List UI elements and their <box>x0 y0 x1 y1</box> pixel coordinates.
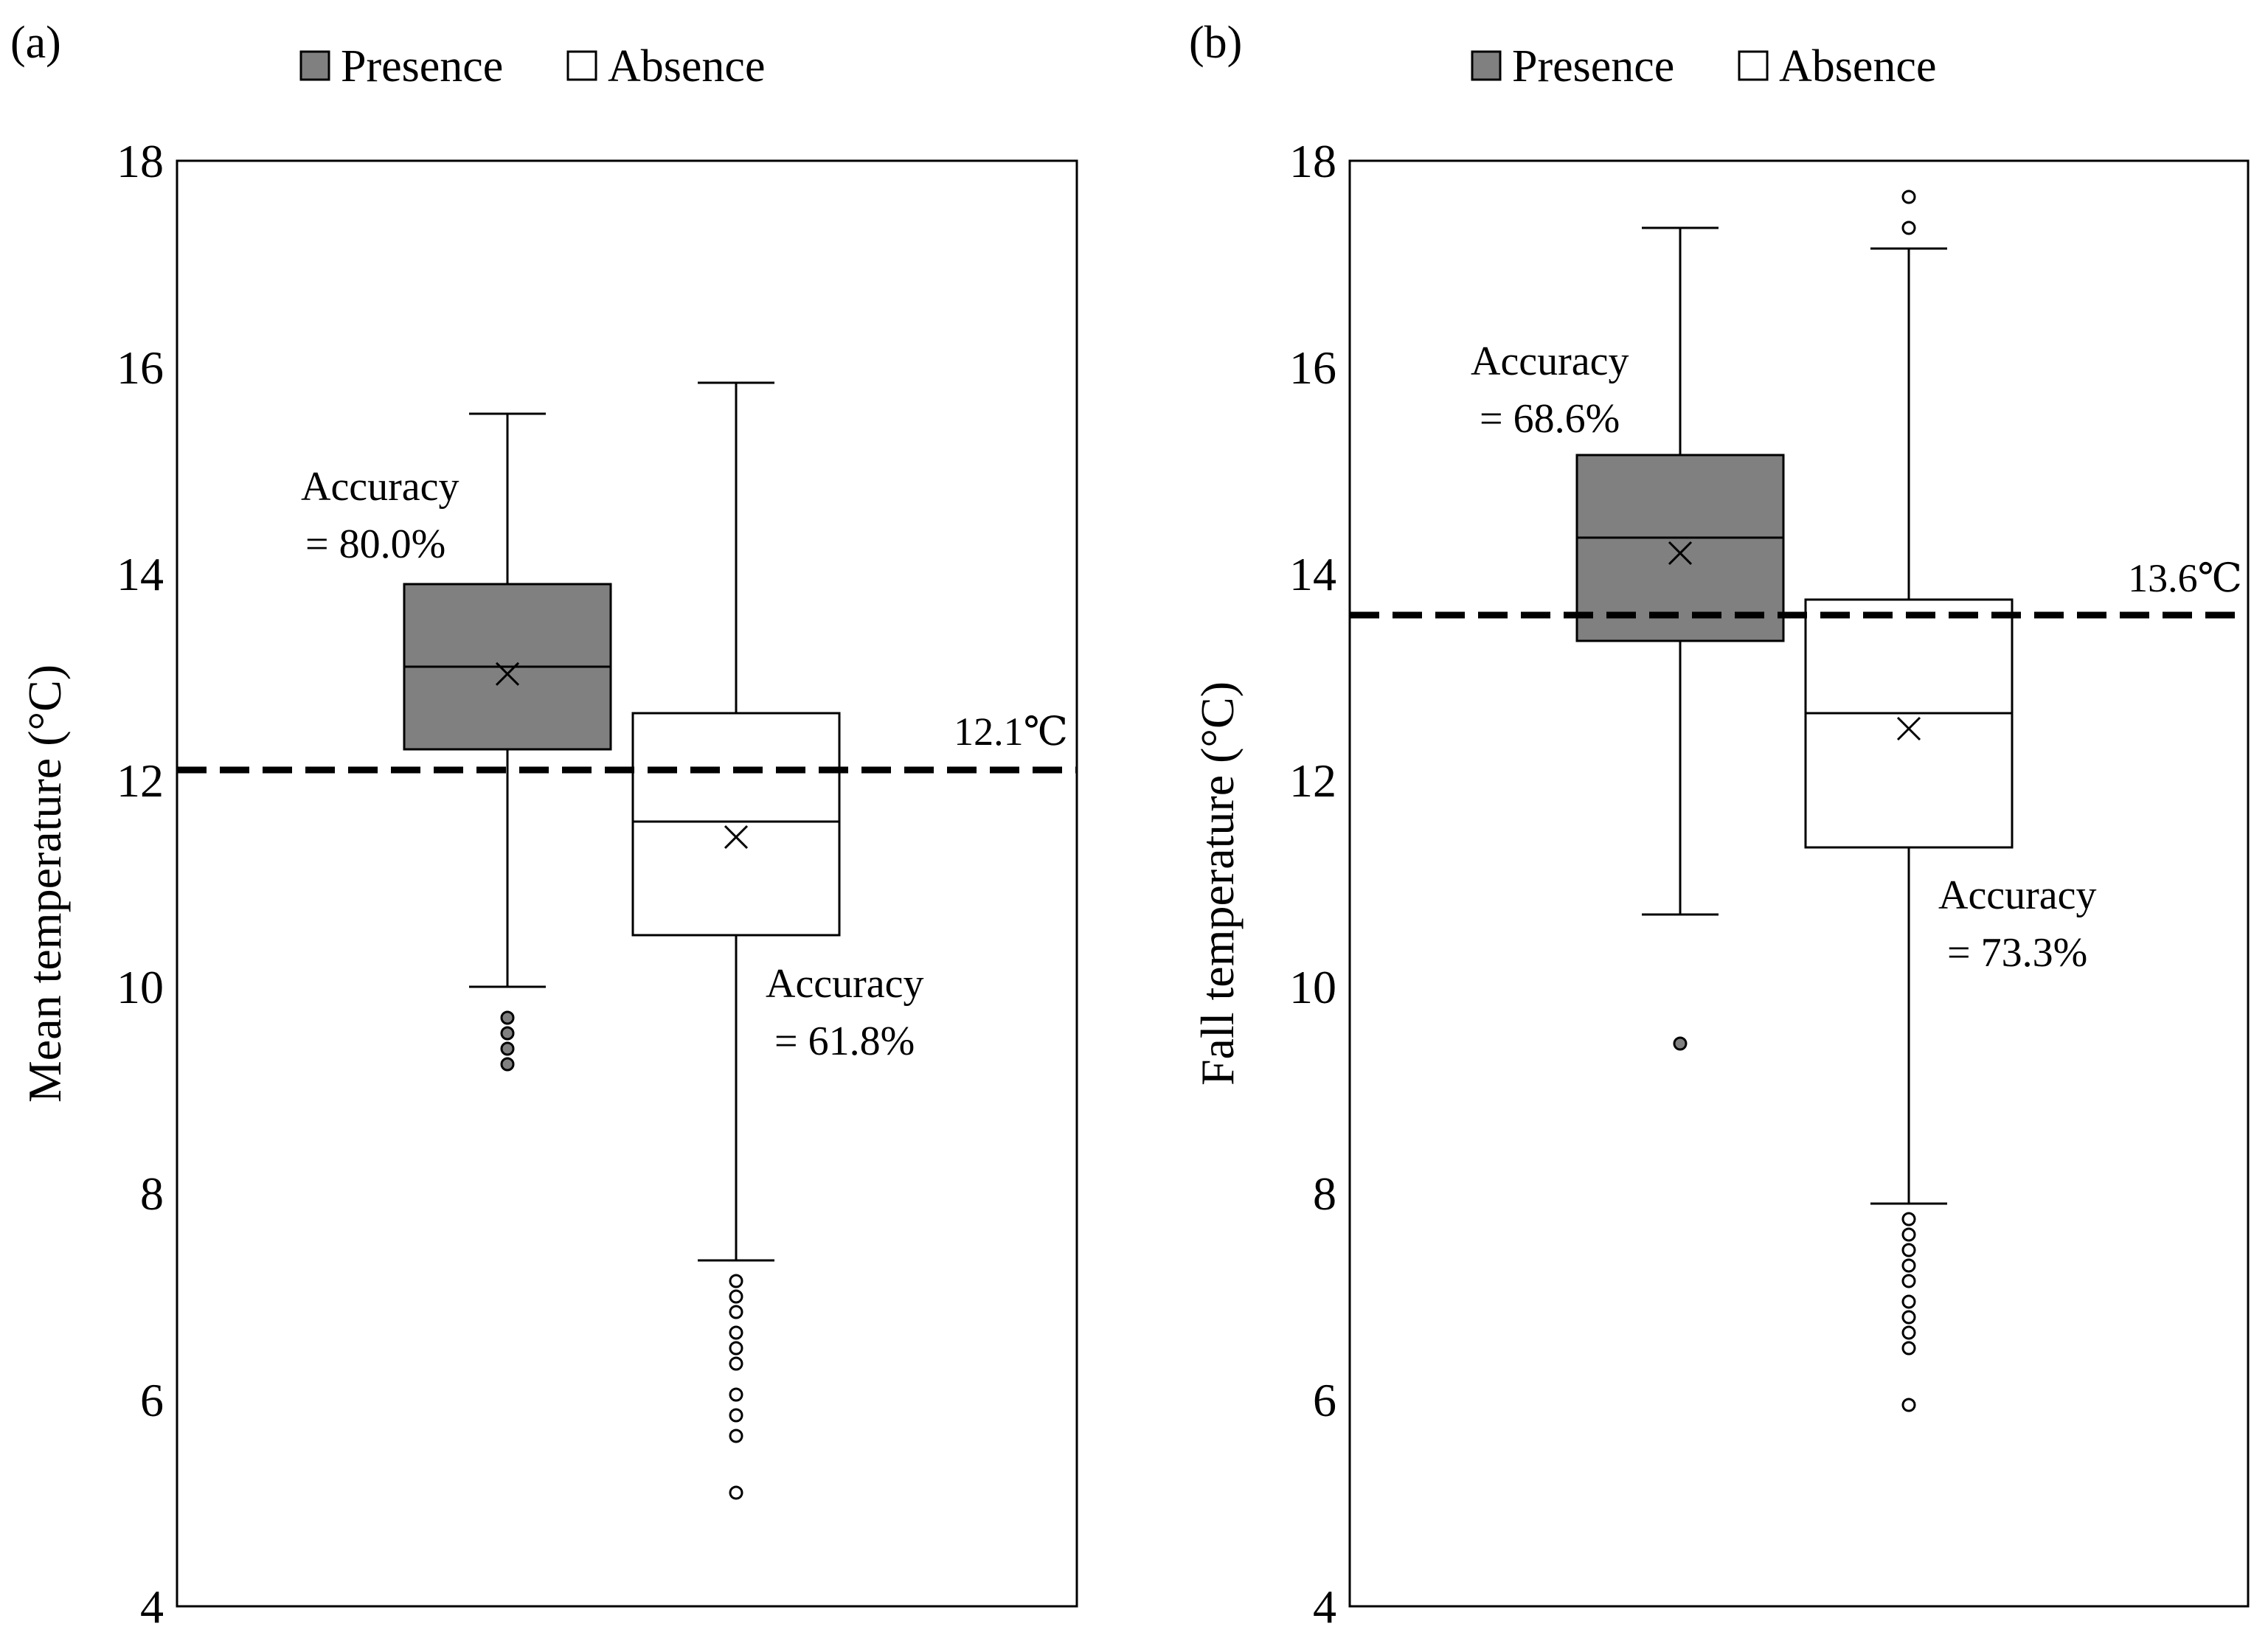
y-tick-label: 4 <box>140 1580 164 1633</box>
y-tick-label: 18 <box>117 135 164 187</box>
box-absence <box>631 381 841 1500</box>
plot-frame <box>1348 159 2250 1608</box>
outlier-point <box>1901 1274 1916 1288</box>
box-presence <box>1575 226 1785 1051</box>
outlier-point <box>729 1429 743 1443</box>
outlier-point <box>500 1057 515 1072</box>
annotations: Accuracy = 80.0% Accuracy = 61.8% <box>301 464 924 1064</box>
y-tick-label: 6 <box>140 1374 164 1426</box>
mean-marker-stroke <box>1668 541 1693 566</box>
box-series <box>1575 190 2014 1412</box>
outlier-point <box>1901 1212 1916 1226</box>
legend: Presence Absence <box>299 41 765 91</box>
outlier-point <box>500 1010 515 1025</box>
outlier-point <box>729 1325 743 1340</box>
legend-swatch-absence <box>1738 50 1769 81</box>
annotations: Accuracy = 68.6% Accuracy = 73.3% <box>1471 339 2097 976</box>
outlier-point <box>1901 1325 1916 1340</box>
outlier-point <box>729 1274 743 1288</box>
outlier-point <box>729 1356 743 1371</box>
mean-marker <box>495 662 520 686</box>
box-absence <box>1804 190 2014 1412</box>
outlier-point <box>729 1408 743 1423</box>
legend-label-presence: Presence <box>341 41 503 91</box>
legend-swatch-presence <box>1471 50 1502 81</box>
box-presence <box>403 412 612 1072</box>
legend-swatch-presence <box>299 50 330 81</box>
outlier-point <box>729 1289 743 1304</box>
panel-label: (b) <box>1189 18 1242 68</box>
iqr-box <box>631 712 841 937</box>
legend-label-absence: Absence <box>1779 41 1936 91</box>
y-axis-label: Mean temperature (°C) <box>18 664 71 1103</box>
threshold-label: 13.6℃ <box>2128 556 2242 600</box>
iqr-box <box>1804 598 2014 849</box>
annotation-presence-line2: = 68.6% <box>1480 396 1620 442</box>
legend-swatch-absence <box>566 50 597 81</box>
outlier-point <box>1901 1258 1916 1273</box>
outlier-point <box>1901 190 1916 204</box>
outlier-point <box>1901 1227 1916 1242</box>
outlier-point <box>729 1305 743 1319</box>
outlier-point <box>500 1026 515 1041</box>
mean-marker <box>724 825 749 850</box>
outlier-point <box>1901 1294 1916 1309</box>
legend: Presence Absence <box>1471 41 1936 91</box>
y-tick-label: 14 <box>117 548 164 600</box>
y-tick-label: 14 <box>1289 548 1336 600</box>
outlier-point <box>1901 1243 1916 1257</box>
mean-marker <box>1668 541 1693 566</box>
threshold-group: 12.1℃ <box>177 709 1077 774</box>
threshold-label: 12.1℃ <box>954 709 1068 754</box>
plot-frame <box>176 159 1078 1608</box>
y-tick-label: 8 <box>140 1167 164 1220</box>
y-ticks: 4 6 8 10 12 14 16 18 <box>1289 135 1336 1633</box>
outlier-point <box>1901 1310 1916 1325</box>
legend-label-presence: Presence <box>1512 41 1674 91</box>
y-tick-label: 16 <box>117 341 164 394</box>
y-tick-label: 10 <box>1289 961 1336 1013</box>
outlier-point <box>500 1041 515 1056</box>
box-series <box>403 381 841 1500</box>
legend-label-absence: Absence <box>608 41 765 91</box>
y-ticks: 4 6 8 10 12 14 16 18 <box>117 135 164 1633</box>
panel-label: (a) <box>10 18 61 68</box>
outlier-point <box>729 1485 743 1500</box>
outlier-point <box>1673 1036 1688 1051</box>
y-tick-label: 10 <box>117 961 164 1013</box>
mean-marker-stroke <box>724 825 749 850</box>
y-tick-label: 4 <box>1313 1580 1336 1633</box>
mean-marker-stroke <box>495 662 520 686</box>
outlier-point <box>1901 1398 1916 1412</box>
annotation-presence-line2: = 80.0% <box>305 521 445 567</box>
y-tick-label: 8 <box>1313 1167 1336 1220</box>
outlier-point <box>729 1341 743 1356</box>
annotation-absence-line1: Accuracy <box>766 961 924 1007</box>
threshold-group: 13.6℃ <box>1350 556 2248 619</box>
outlier-point <box>1901 1341 1916 1356</box>
mean-marker <box>1896 716 1921 741</box>
annotation-presence-line1: Accuracy <box>1471 339 1629 384</box>
mean-marker-stroke <box>1896 716 1921 741</box>
annotation-absence-line2: = 61.8% <box>774 1018 915 1064</box>
y-tick-label: 12 <box>1289 754 1336 807</box>
annotation-absence-line2: = 73.3% <box>1947 930 2087 976</box>
y-tick-label: 18 <box>1289 135 1336 187</box>
y-tick-label: 6 <box>1313 1374 1336 1426</box>
panel-b: (b) Presence Absence Fall temperature (°… <box>1189 18 2250 1633</box>
annotation-presence-line1: Accuracy <box>301 464 460 510</box>
iqr-box <box>1575 454 1785 642</box>
outlier-point <box>1901 221 1916 235</box>
y-tick-label: 16 <box>1289 341 1336 394</box>
outlier-point <box>729 1387 743 1402</box>
panel-a: (a) Presence Absence Mean temperature (°… <box>10 18 1078 1633</box>
y-tick-label: 12 <box>117 754 164 807</box>
annotation-absence-line1: Accuracy <box>1938 872 2097 918</box>
y-axis-label: Fall temperature (°C) <box>1191 681 1244 1086</box>
